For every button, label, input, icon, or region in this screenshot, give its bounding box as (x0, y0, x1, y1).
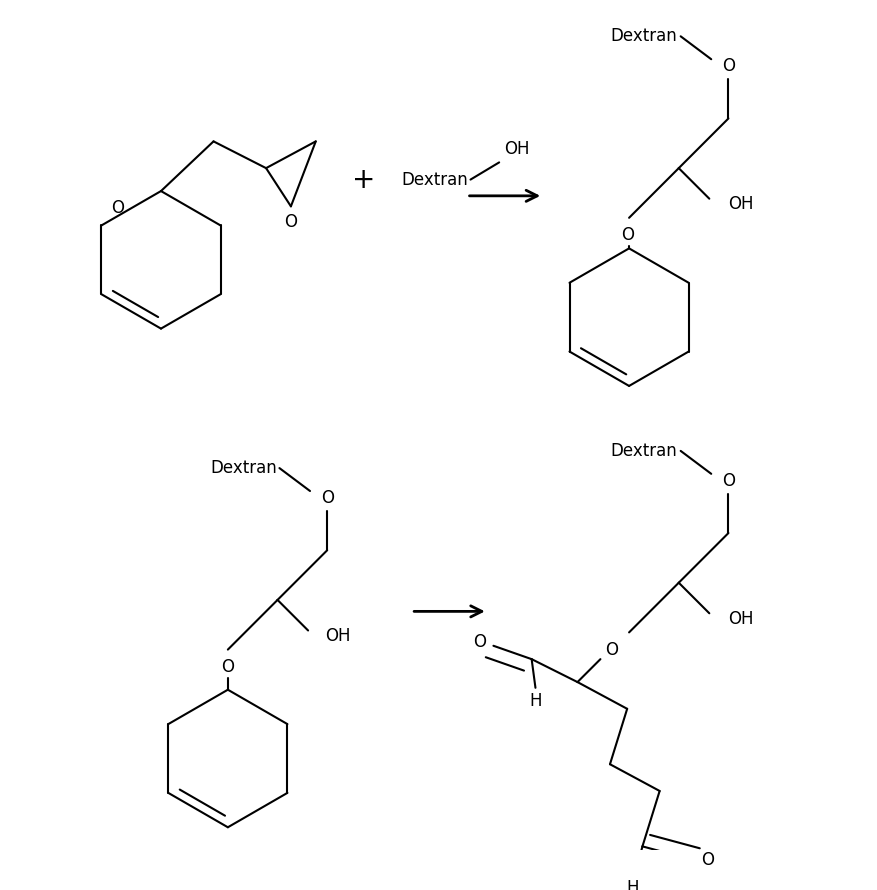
Text: O: O (221, 658, 234, 676)
Text: OH: OH (504, 140, 530, 158)
Text: O: O (722, 472, 735, 490)
Text: O: O (111, 199, 125, 217)
Text: OH: OH (729, 196, 754, 214)
Text: Dextran: Dextran (610, 28, 677, 45)
Text: Dextran: Dextran (210, 459, 277, 477)
Text: OH: OH (325, 627, 351, 645)
Text: Dextran: Dextran (402, 171, 468, 189)
Text: O: O (722, 57, 735, 75)
Text: O: O (621, 226, 634, 244)
Text: O: O (605, 641, 618, 659)
Text: O: O (284, 213, 297, 231)
Text: Dextran: Dextran (610, 442, 677, 460)
Text: H: H (627, 879, 639, 890)
Text: O: O (321, 489, 334, 506)
Text: OH: OH (729, 610, 754, 628)
Text: O: O (701, 851, 714, 869)
Text: +: + (352, 166, 375, 194)
Text: O: O (474, 633, 487, 651)
Text: H: H (529, 692, 542, 710)
